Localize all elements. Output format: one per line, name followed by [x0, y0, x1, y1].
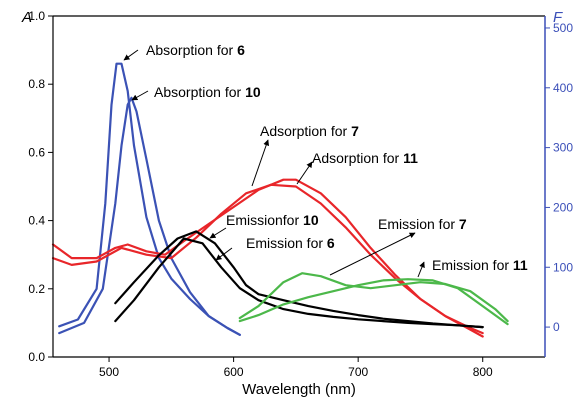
- annotation-adsorption-7: Adsorption for 7: [251, 123, 359, 187]
- y-right-tick-label: 300: [553, 141, 573, 155]
- arrow-adsorption-11: [296, 161, 313, 185]
- y-left-tick-label: 0.8: [28, 77, 45, 91]
- right-axis-title: F: [553, 9, 563, 26]
- x-tick-label: 800: [473, 365, 493, 379]
- y-right-tick-label: 400: [553, 81, 573, 95]
- label-adsorption-7-prefix: Adsorption for: [260, 123, 351, 139]
- series-line-emission-for-11: [238, 278, 509, 326]
- x-tick-label: 500: [99, 365, 119, 379]
- label-absorption-6-prefix: Absorption for: [146, 42, 237, 58]
- annotation-adsorption-11: Adsorption for 11: [296, 150, 418, 185]
- annotation-emission-11: Emission for 11: [417, 257, 528, 278]
- series-line-absorption-for-6: [58, 62, 241, 336]
- arrow-emission-7: [329, 232, 416, 276]
- left-axis-title: A: [21, 9, 32, 26]
- label-absorption-10: Absorption for 10: [154, 84, 261, 100]
- label-absorption-10-prefix: Absorption for: [154, 84, 245, 100]
- y-left-tick-label: 0.0: [28, 350, 45, 364]
- arrow-adsorption-7: [251, 139, 270, 187]
- label-adsorption-11-prefix: Adsorption for: [312, 150, 403, 166]
- annotation-absorption-10: Absorption for 10: [131, 84, 261, 101]
- ticks-layer: 500 600 700 800 0.0 0.2 0.4 0.6 0.8 1.0 0 100 200 300…: [28, 9, 573, 379]
- label-absorption-10-num: 10: [245, 84, 261, 100]
- x-tick-label: 600: [224, 365, 244, 379]
- x-axis-title: Wavelength (nm): [242, 381, 356, 398]
- y-left-tick-label: 0.2: [28, 282, 45, 296]
- y-left-tick-label: 1.0: [28, 9, 45, 23]
- arrow-emission-11: [417, 261, 425, 278]
- annotation-emission-10: Emissionfor 10: [209, 212, 319, 239]
- y-right-tick-label: 100: [553, 260, 573, 274]
- arrow-absorption-10: [131, 90, 149, 101]
- label-emission-6-prefix: Emission for: [246, 235, 327, 251]
- y-left-tick-label: 0.4: [28, 214, 45, 228]
- label-absorption-6-num: 6: [237, 42, 245, 58]
- label-adsorption-11-num: 11: [403, 150, 418, 166]
- label-emission-6-num: 6: [327, 235, 335, 251]
- label-emission-6: Emission for 6: [246, 235, 335, 251]
- label-adsorption-7-num: 7: [351, 123, 359, 139]
- annotation-emission-7: Emission for 7: [329, 216, 467, 276]
- y-right-tick-label: 200: [553, 200, 573, 214]
- label-emission-11: Emission for 11: [432, 257, 528, 273]
- label-emission-10: Emissionfor 10: [226, 212, 319, 228]
- y-right-tick-label: 0: [553, 320, 560, 334]
- series-line-emission-for-7: [238, 272, 509, 323]
- label-emission-7-prefix: Emission for: [378, 216, 459, 232]
- arrow-emission-6: [215, 247, 233, 261]
- arrow-emission-10: [209, 227, 227, 239]
- label-emission-7: Emission for 7: [378, 216, 467, 232]
- series-layer: [51, 62, 509, 338]
- series-line-emission-for-6: [114, 230, 484, 329]
- series-line-emission-for-10: [114, 237, 484, 329]
- label-absorption-6: Absorption for 6: [146, 42, 245, 58]
- y-right-tick-label: 500: [553, 21, 573, 35]
- label-adsorption-11: Adsorption for 11: [312, 150, 418, 166]
- label-emission-10-num: 10: [303, 212, 319, 228]
- label-emission-11-num: 11: [513, 257, 528, 273]
- annotation-emission-6: Emission for 6: [215, 235, 335, 261]
- annotation-absorption-6: Absorption for 6: [123, 42, 245, 61]
- y-left-tick-label: 0.6: [28, 145, 45, 159]
- series-line-adsorption-for-7: [51, 183, 484, 338]
- label-adsorption-7: Adsorption for 7: [260, 123, 359, 139]
- series-line-adsorption-for-11: [51, 178, 484, 335]
- series-line-absorption-for-10: [58, 96, 241, 336]
- x-tick-label: 700: [348, 365, 368, 379]
- label-emission-11-prefix: Emission for: [432, 257, 513, 273]
- arrow-absorption-6: [123, 49, 139, 61]
- label-emission-7-num: 7: [459, 216, 467, 232]
- label-emission-10-prefix: Emissionfor: [226, 212, 303, 228]
